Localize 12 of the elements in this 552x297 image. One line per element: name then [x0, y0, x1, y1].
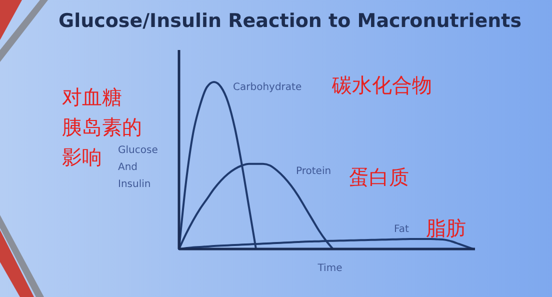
- text: 胰岛素的: [62, 115, 142, 139]
- series-label: Protein: [296, 166, 332, 177]
- annotation: 蛋白质: [349, 165, 409, 189]
- annotation: 碳水化合物: [331, 73, 432, 97]
- series-label: Fat: [394, 224, 409, 235]
- annotation: 脂肪: [426, 216, 466, 240]
- y-axis-title: Glucose And Insulin: [118, 145, 158, 190]
- series-label: Carbohydrate: [233, 82, 302, 93]
- x-axis-title: Time: [316, 263, 342, 274]
- text: 对血糖: [62, 85, 122, 109]
- chart-title: Glucose/Insulin Reaction to Macronutrients: [58, 10, 522, 32]
- text: 影响: [62, 145, 102, 169]
